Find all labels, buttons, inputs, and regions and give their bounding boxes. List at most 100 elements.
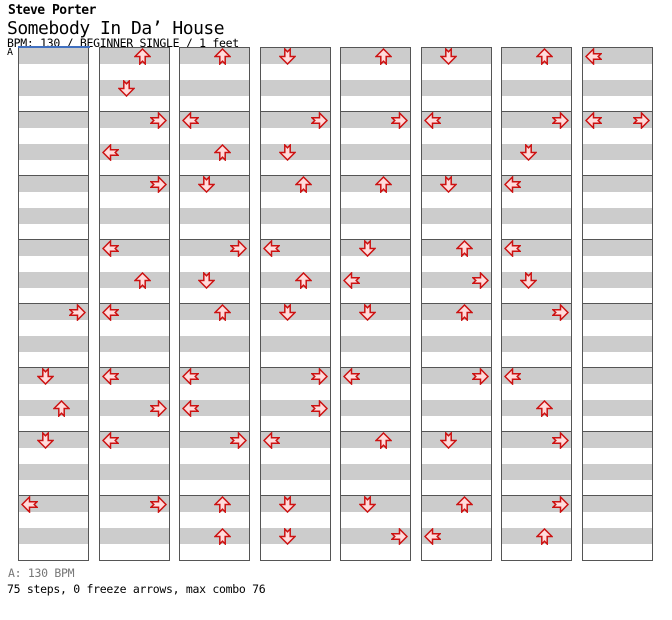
measure-line — [99, 239, 169, 240]
measure-line — [421, 303, 491, 304]
measure-column — [340, 47, 411, 561]
song-title: Somebody In Da’ House — [7, 18, 225, 39]
right-arrow-icon — [310, 399, 328, 417]
measure-line — [19, 111, 88, 112]
right-arrow-icon — [552, 431, 569, 449]
measure-line — [99, 367, 169, 368]
down-arrow-icon — [278, 143, 296, 161]
right-arrow-icon — [391, 527, 408, 545]
measure-line — [260, 303, 330, 304]
measure-line — [421, 111, 491, 112]
measure-line — [99, 495, 169, 496]
measure-line — [582, 111, 652, 112]
up-arrow-icon — [53, 399, 70, 417]
measure-column — [501, 47, 572, 561]
measure-column — [179, 47, 250, 561]
measure-line — [180, 239, 249, 240]
up-arrow-icon — [294, 271, 312, 289]
up-arrow-icon — [536, 399, 553, 417]
up-arrow-icon — [214, 303, 231, 321]
left-arrow-icon — [504, 175, 521, 193]
down-arrow-icon — [439, 431, 457, 449]
measure-line — [260, 495, 330, 496]
right-arrow-icon — [310, 111, 328, 129]
measure-line — [260, 367, 330, 368]
left-arrow-icon — [101, 367, 119, 385]
down-arrow-icon — [520, 143, 537, 161]
left-arrow-icon — [182, 367, 199, 385]
measure-line — [502, 495, 571, 496]
measure-line — [341, 175, 410, 176]
left-arrow-icon — [101, 239, 119, 257]
measure-line — [502, 431, 571, 432]
up-arrow-icon — [455, 303, 473, 321]
right-arrow-icon — [69, 303, 86, 321]
measure-line — [19, 239, 88, 240]
right-arrow-icon — [471, 367, 489, 385]
down-arrow-icon — [278, 527, 296, 545]
chart-summary: 75 steps, 0 freeze arrows, max combo 76 — [7, 582, 266, 596]
up-arrow-icon — [455, 495, 473, 513]
measure-line — [99, 431, 169, 432]
measure-line — [421, 431, 491, 432]
left-arrow-icon — [262, 239, 280, 257]
left-arrow-icon — [343, 271, 360, 289]
measure-line — [19, 367, 88, 368]
left-arrow-icon — [182, 399, 199, 417]
right-arrow-icon — [230, 431, 247, 449]
measure-line — [421, 175, 491, 176]
measure-line — [180, 175, 249, 176]
measure-line — [180, 111, 249, 112]
measure-line — [582, 431, 652, 432]
measure-line — [341, 431, 410, 432]
measure-line — [582, 495, 652, 496]
measure-line — [421, 239, 491, 240]
measure-line — [341, 239, 410, 240]
measure-line — [341, 111, 410, 112]
up-arrow-icon — [536, 527, 553, 545]
left-arrow-icon — [101, 303, 119, 321]
measure-line — [99, 175, 169, 176]
measure-column — [259, 47, 331, 561]
up-arrow-icon — [214, 495, 231, 513]
right-arrow-icon — [310, 367, 328, 385]
left-arrow-icon — [504, 367, 521, 385]
measure-line — [502, 367, 571, 368]
right-arrow-icon — [552, 495, 569, 513]
measure-line — [502, 239, 571, 240]
down-arrow-icon — [37, 431, 54, 449]
measure-line — [502, 303, 571, 304]
measure-line — [582, 175, 652, 176]
down-arrow-icon — [198, 175, 215, 193]
left-arrow-icon — [423, 527, 441, 545]
down-arrow-icon — [439, 47, 457, 65]
measure-line — [421, 367, 491, 368]
up-arrow-icon — [214, 143, 231, 161]
measure-line — [341, 303, 410, 304]
left-arrow-icon — [584, 111, 602, 129]
up-arrow-icon — [375, 47, 392, 65]
measure-line — [260, 175, 330, 176]
right-arrow-icon — [632, 111, 650, 129]
up-arrow-icon — [294, 175, 312, 193]
measure-line — [19, 495, 88, 496]
up-arrow-icon — [133, 271, 151, 289]
left-arrow-icon — [343, 367, 360, 385]
measure-line — [341, 367, 410, 368]
measure-line — [341, 495, 410, 496]
down-arrow-icon — [520, 271, 537, 289]
down-arrow-icon — [278, 47, 296, 65]
down-arrow-icon — [359, 239, 376, 257]
up-arrow-icon — [133, 47, 151, 65]
left-arrow-icon — [182, 111, 199, 129]
measure-column — [581, 47, 653, 561]
measure-line — [502, 175, 571, 176]
right-arrow-icon — [471, 271, 489, 289]
measure-line — [582, 303, 652, 304]
measure-line — [260, 431, 330, 432]
up-arrow-icon — [375, 175, 392, 193]
measure-line — [19, 303, 88, 304]
right-arrow-icon — [149, 175, 167, 193]
